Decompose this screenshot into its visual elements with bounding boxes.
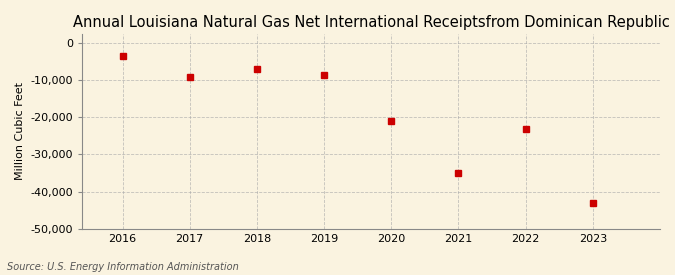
Y-axis label: Million Cubic Feet: Million Cubic Feet	[15, 82, 25, 180]
Text: Source: U.S. Energy Information Administration: Source: U.S. Energy Information Administ…	[7, 262, 238, 272]
Title: Annual Louisiana Natural Gas Net International Receiptsfrom Dominican Republic: Annual Louisiana Natural Gas Net Interna…	[73, 15, 670, 30]
